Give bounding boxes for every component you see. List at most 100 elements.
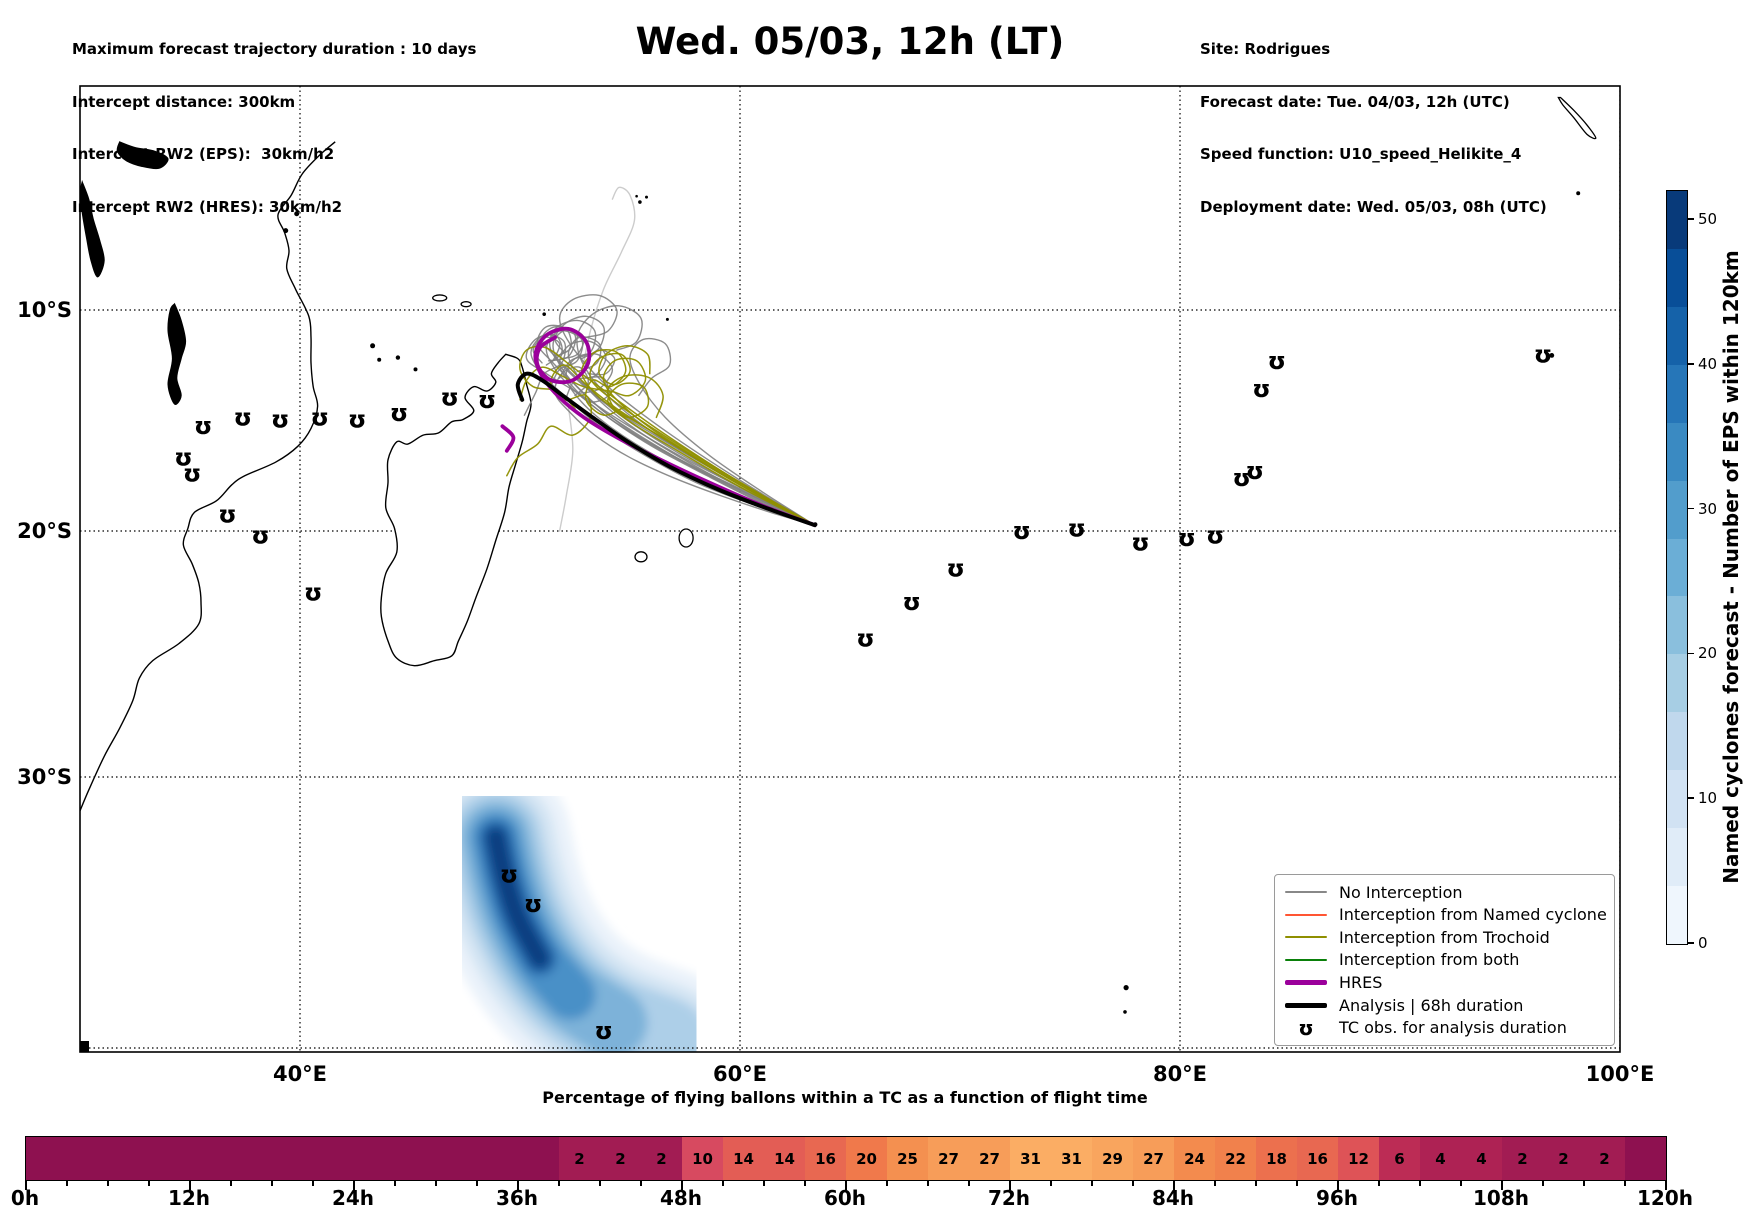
hour-tickmark (1214, 1180, 1216, 1186)
flight-time-bar-cell: 25 (887, 1137, 928, 1180)
tc-obs-marker: ʊ (194, 412, 213, 440)
hour-tickmark (1501, 1180, 1503, 1190)
hour-tickmark (25, 1180, 27, 1190)
hour-tick-label: 60h (823, 1186, 867, 1210)
flight-time-bar-cell: 2 (559, 1137, 600, 1180)
hour-tick-label: 96h (1315, 1186, 1359, 1210)
trochoid-interception-track (519, 357, 816, 526)
island-dot (413, 367, 418, 372)
light-ensemble-track (580, 186, 636, 375)
eps-colorbar-label: Named cyclones forecast - Number of EPS … (1719, 250, 1743, 884)
island-dot (1123, 1010, 1127, 1014)
graticule (80, 86, 1620, 1052)
hour-tick-label: 36h (495, 1186, 539, 1210)
no-interception-track (558, 340, 816, 526)
flight-time-bar-cell: 24 (1174, 1137, 1215, 1180)
colorbar-band (1667, 538, 1687, 597)
colorbar-tick-label: 20 (1698, 644, 1718, 663)
trochoid-interception-track (589, 345, 816, 526)
map-frame (79, 85, 1621, 1053)
flight-time-bar-cell: 22 (1215, 1137, 1256, 1180)
flight-time-bar-cell: 4 (1420, 1137, 1461, 1180)
hour-tickmark (1009, 1180, 1011, 1190)
hour-tickmark (476, 1180, 478, 1186)
lake-malawi (167, 302, 187, 405)
no-interception-track (545, 330, 816, 526)
flight-time-bar-cell: 4 (1461, 1137, 1502, 1180)
flight-time-bar-cell (354, 1137, 395, 1180)
tc-obs-marker: ʊ (234, 403, 253, 431)
x-tick-label: 40°E (272, 1062, 328, 1086)
legend-item-label: HRES (1339, 973, 1383, 993)
island-dot (1576, 191, 1581, 196)
colorbar-tick-label: 40 (1698, 354, 1718, 373)
hour-tickmark (599, 1180, 601, 1186)
y-tick-label: 20°S (17, 519, 72, 543)
coast-fragment (80, 1041, 89, 1052)
legend-item-label: TC obs. for analysis duration (1339, 1018, 1567, 1038)
tc-obs-marker: ʊ (856, 625, 875, 653)
colorbar-tick-label: 10 (1698, 789, 1718, 808)
island-dot (635, 194, 638, 198)
eps-colorbar (1666, 190, 1688, 945)
colorbar-band (1667, 885, 1687, 944)
hour-tickmark (1542, 1180, 1544, 1186)
colorbar-band (1667, 827, 1687, 887)
balloon-density-blob (420, 762, 738, 1052)
page-title: Wed. 05/03, 12h (LT) (635, 20, 1065, 63)
hour-tickmark (1378, 1180, 1380, 1186)
colorbar-tick-label: 50 (1698, 209, 1718, 228)
hour-tickmark (1050, 1180, 1052, 1186)
flight-time-bar-cell: 14 (723, 1137, 764, 1180)
tc-obs-marker: ʊ (304, 579, 323, 607)
hour-tickmark (1091, 1180, 1093, 1186)
colorbar-tickmark (1688, 942, 1694, 944)
legend-line-sample-icon (1285, 1002, 1327, 1008)
tc-obs-marker: ʊ (478, 386, 497, 414)
colorbar-tick-label: 30 (1698, 499, 1718, 518)
hour-tickmark (681, 1180, 683, 1190)
island-outline (634, 551, 648, 563)
hour-tickmark (558, 1180, 560, 1186)
colorbar-tickmark (1688, 363, 1694, 365)
hour-tick-label: 12h (167, 1186, 211, 1210)
hour-tick-label: 120h (1637, 1186, 1693, 1210)
island-dot (370, 343, 376, 349)
flight-time-bar-cell (231, 1137, 272, 1180)
tc-obs-marker: ʊ (311, 403, 330, 431)
hour-tick-label: 72h (987, 1186, 1031, 1210)
y-tick-label: 30°S (17, 765, 72, 789)
hour-tickmark (1665, 1180, 1667, 1190)
hour-tickmark (189, 1180, 191, 1190)
flight-time-bar-cell: 16 (805, 1137, 846, 1180)
legend-item-label: Interception from both (1339, 950, 1520, 970)
tc-obs-marker: ʊ (1131, 529, 1150, 557)
flight-time-bar-cell (108, 1137, 149, 1180)
flight-time-bar-cell (313, 1137, 354, 1180)
flight-time-bar-cell (190, 1137, 231, 1180)
island-dot (377, 357, 382, 362)
colorbar-band (1667, 306, 1687, 365)
island-dot (1123, 985, 1129, 991)
colorbar-tickmark (1688, 218, 1694, 220)
flight-time-bar-cell (436, 1137, 477, 1180)
legend-item-label: No Interception (1339, 882, 1463, 902)
flight-time-bar-cell: 2 (641, 1137, 682, 1180)
map-legend: No Interception Interception from Named c… (1274, 874, 1615, 1046)
legend-item-label: Analysis | 68h duration (1339, 995, 1524, 1015)
legend-item: Interception from Trochoid (1285, 926, 1604, 948)
flight-time-bar-cell: 2 (600, 1137, 641, 1180)
tc-obs-marker: ʊ (1268, 347, 1287, 375)
legend-item: No Interception (1285, 881, 1604, 903)
legend-line-sample-icon (1285, 936, 1327, 939)
hour-tickmark (1624, 1180, 1626, 1186)
colorbar-band (1667, 711, 1687, 771)
flight-time-bar-cell: 2 (1502, 1137, 1543, 1180)
info-line-intercept-distance: Intercept distance: 300km (72, 92, 296, 111)
flight-time-bar-cell (395, 1137, 436, 1180)
info-line-speed-function: Speed function: U10_speed_Helikite_4 (1200, 145, 1522, 163)
flight-time-bar-cell: 12 (1338, 1137, 1379, 1180)
